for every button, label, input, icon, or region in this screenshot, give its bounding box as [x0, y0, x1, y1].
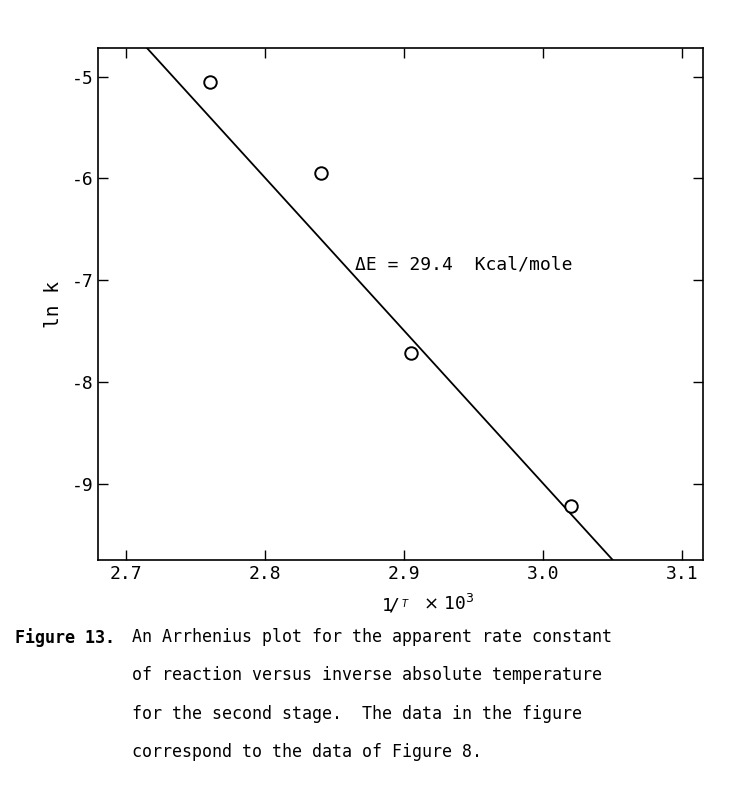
Text: for the second stage.  The data in the figure: for the second stage. The data in the fi… — [132, 705, 582, 723]
Text: of reaction versus inverse absolute temperature: of reaction versus inverse absolute temp… — [132, 666, 603, 685]
Y-axis label: ln k: ln k — [45, 281, 64, 327]
Text: correspond to the data of Figure 8.: correspond to the data of Figure 8. — [132, 743, 482, 762]
Text: ΔE = 29.4  Kcal/mole: ΔE = 29.4 Kcal/mole — [355, 256, 573, 274]
Text: Figure 13.: Figure 13. — [15, 628, 115, 647]
Text: An Arrhenius plot for the apparent rate constant: An Arrhenius plot for the apparent rate … — [132, 628, 612, 646]
Text: $\mathdefault{1\!/}$: $\mathdefault{1\!/}$ — [381, 596, 401, 614]
Text: $\times\ \mathdefault{10}^3$: $\times\ \mathdefault{10}^3$ — [423, 594, 475, 614]
Text: $_T$: $_T$ — [401, 596, 410, 610]
